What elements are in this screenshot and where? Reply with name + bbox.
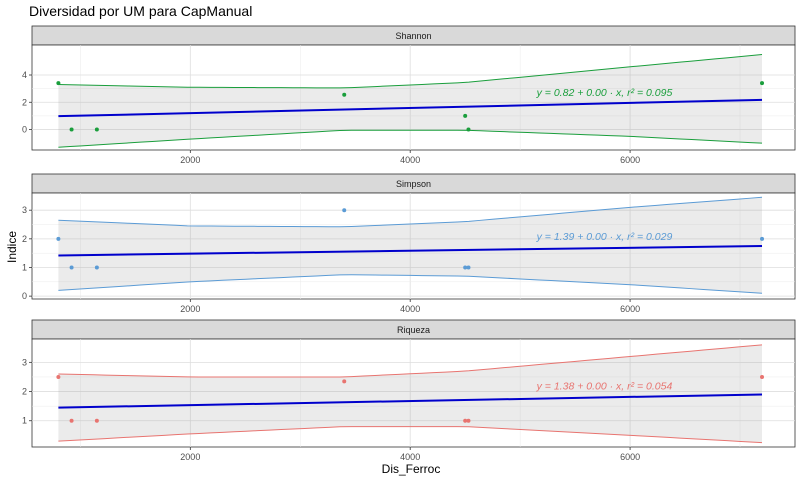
ci-lower-line bbox=[58, 426, 763, 444]
regression-line bbox=[58, 393, 763, 409]
confidence-ribbon bbox=[58, 54, 762, 148]
data-point bbox=[94, 265, 99, 270]
data-point bbox=[466, 127, 471, 132]
facet-panel-shannon: Shannon y = 0.82 + 0.00 · x, r² = 0.095 0 2… bbox=[22, 25, 796, 165]
facet-strip-label: Shannon bbox=[395, 31, 431, 41]
ci-lower-line bbox=[58, 274, 763, 294]
x-tick-label: 6000 bbox=[620, 155, 640, 165]
data-point bbox=[56, 81, 61, 86]
data-point bbox=[69, 418, 74, 423]
data-point bbox=[69, 127, 74, 132]
regression-equation: y = 0.82 + 0.00 · x, r² = 0.095 bbox=[536, 87, 673, 99]
facet-strip-label: Simpson bbox=[396, 179, 431, 189]
y-tick-label: 0 bbox=[22, 291, 27, 301]
data-point bbox=[463, 265, 468, 270]
data-point bbox=[760, 236, 765, 241]
x-tick-label: 4000 bbox=[400, 155, 420, 165]
facet-panel-simpson: Simpson y = 1.39 + 0.00 · x, r² = 0.029 0 1… bbox=[22, 173, 796, 314]
y-tick-label: 3 bbox=[22, 357, 27, 367]
facet-strip-label: Riqueza bbox=[397, 325, 430, 335]
y-axis-label: Indice bbox=[5, 231, 19, 263]
panel-background bbox=[31, 338, 796, 448]
regression-equation: y = 1.38 + 0.00 · x, r² = 0.054 bbox=[536, 381, 673, 393]
x-axis-label: Dis_Ferroc bbox=[382, 462, 441, 476]
x-tick-label: 2000 bbox=[180, 304, 200, 314]
data-point bbox=[69, 265, 74, 270]
x-tick-label: 4000 bbox=[400, 452, 420, 462]
data-point bbox=[760, 374, 765, 379]
panel-background bbox=[31, 44, 796, 151]
data-point bbox=[56, 236, 61, 241]
data-point bbox=[94, 127, 99, 132]
y-tick-label: 2 bbox=[22, 234, 27, 244]
data-point bbox=[466, 418, 471, 423]
ci-lower-line bbox=[58, 129, 763, 148]
confidence-ribbon bbox=[58, 197, 762, 294]
facet-panel-riqueza: Riqueza y = 1.38 + 0.00 · x, r² = 0.054 1 2… bbox=[22, 319, 796, 462]
regression-line bbox=[58, 245, 763, 257]
x-tick-label: 2000 bbox=[180, 155, 200, 165]
x-tick-label: 6000 bbox=[620, 304, 640, 314]
y-tick-label: 1 bbox=[22, 416, 27, 426]
x-tick-label: 2000 bbox=[180, 452, 200, 462]
y-tick-label: 2 bbox=[22, 97, 27, 107]
data-point bbox=[760, 81, 765, 86]
data-point bbox=[56, 374, 61, 379]
ci-upper-line bbox=[58, 344, 763, 378]
regression-equation: y = 1.39 + 0.00 · x, r² = 0.029 bbox=[536, 231, 673, 243]
data-point bbox=[342, 92, 347, 97]
data-point bbox=[342, 379, 347, 384]
chart-title: Diversidad por UM para CapManual bbox=[29, 3, 253, 19]
ci-upper-line bbox=[58, 54, 763, 89]
data-point bbox=[463, 113, 468, 118]
y-tick-label: 2 bbox=[22, 387, 27, 397]
y-tick-label: 3 bbox=[22, 205, 27, 215]
y-tick-label: 4 bbox=[22, 70, 27, 80]
data-point bbox=[342, 208, 347, 213]
x-tick-label: 4000 bbox=[400, 304, 420, 314]
panel-background bbox=[31, 192, 796, 300]
regression-line bbox=[58, 98, 763, 118]
confidence-ribbon bbox=[58, 344, 762, 443]
data-point bbox=[466, 265, 471, 270]
y-tick-label: 1 bbox=[22, 262, 27, 272]
y-tick-label: 0 bbox=[22, 125, 27, 135]
data-point bbox=[463, 418, 468, 423]
x-tick-label: 6000 bbox=[620, 452, 640, 462]
data-point bbox=[94, 418, 99, 423]
ci-upper-line bbox=[58, 196, 763, 228]
